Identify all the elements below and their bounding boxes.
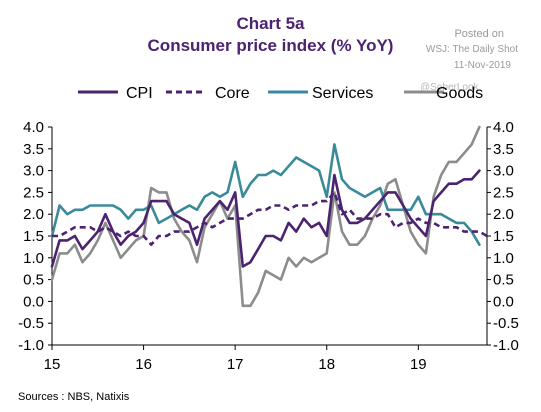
y-tick-label-right: 2.0 — [493, 206, 514, 223]
y-tick-label-right: 3.0 — [493, 163, 514, 180]
watermark-posted: Posted on — [454, 28, 504, 40]
watermark-handle: @SoberLook — [420, 82, 479, 93]
x-tick-label: 19 — [410, 356, 427, 373]
y-tick-label-right: 0.5 — [493, 272, 514, 289]
y-tick-label-right: -1.0 — [493, 337, 519, 354]
y-tick-label-right: -0.5 — [493, 315, 519, 332]
x-tick-label: 18 — [318, 356, 335, 373]
watermark-date: 11-Nov-2019 — [453, 60, 511, 71]
y-tick-label-left: 4.0 — [23, 119, 44, 136]
watermark-source: WSJ: The Daily Shot — [425, 44, 518, 55]
y-tick-label-right: 2.5 — [493, 184, 514, 201]
y-tick-label-right: 1.5 — [493, 228, 514, 245]
y-tick-label-left: -0.5 — [18, 315, 44, 332]
series-line-goods — [50, 125, 481, 308]
y-tick-label-left: 0.0 — [23, 293, 44, 310]
y-tick-label-left: 2.5 — [23, 184, 44, 201]
chart-title: Chart 5a — [236, 14, 305, 33]
y-tick-label-right: 4.0 — [493, 119, 514, 136]
x-tick-label: 16 — [135, 356, 152, 373]
sources-note: Sources : NBS, Natixis — [18, 391, 130, 403]
y-tick-label-right: 1.0 — [493, 250, 514, 267]
y-tick-label-left: 1.5 — [23, 228, 44, 245]
y-tick-label-right: 0.0 — [493, 293, 514, 310]
y-tick-label-left: -1.0 — [18, 337, 44, 354]
y-tick-label-left: 1.0 — [23, 250, 44, 267]
chart-subtitle: Consumer price index (% YoY) — [147, 36, 394, 55]
legend-label-core: Core — [215, 85, 250, 102]
x-tick-label: 15 — [44, 356, 61, 373]
legend-label-cpi: CPI — [126, 85, 153, 102]
series-line-cpi — [50, 169, 481, 268]
y-tick-label-right: 3.5 — [493, 141, 514, 158]
series-line-core — [52, 191, 488, 246]
x-tick-label: 17 — [227, 356, 244, 373]
y-tick-label-left: 3.0 — [23, 163, 44, 180]
legend-label-services: Services — [312, 85, 373, 102]
y-tick-label-left: 0.5 — [23, 272, 44, 289]
y-tick-label-left: 2.0 — [23, 206, 44, 223]
y-tick-label-left: 3.5 — [23, 141, 44, 158]
series-line-services — [50, 143, 481, 246]
legend-label-goods: Goods — [436, 85, 483, 102]
